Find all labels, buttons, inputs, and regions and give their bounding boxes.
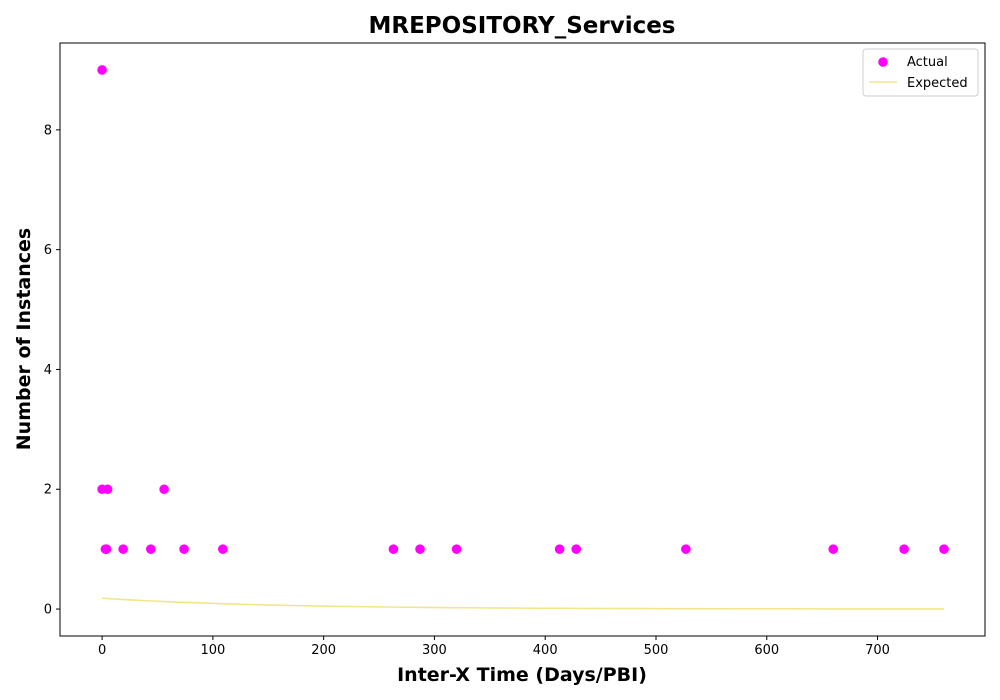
actual-point [179, 544, 189, 554]
x-tick-label: 300 [422, 643, 447, 658]
x-tick-label: 100 [200, 643, 225, 658]
actual-point [939, 544, 949, 554]
actual-point [159, 484, 169, 495]
x-tick-label: 0 [98, 643, 106, 658]
actual-point [828, 544, 839, 554]
actual-point [681, 544, 691, 554]
y-axis-label: Number of Instances [13, 228, 35, 450]
expected-line [102, 597, 945, 610]
x-tick-label: 500 [644, 643, 669, 658]
y-tick-label: 2 [44, 483, 52, 498]
actual-point [451, 544, 462, 554]
y-tick-label: 8 [44, 123, 52, 138]
legend-box [862, 48, 979, 97]
y-tick-label: 4 [44, 363, 52, 378]
legend-expected-label: Expected [907, 76, 968, 91]
x-tick-label: 600 [754, 643, 779, 658]
x-tick-label: 200 [311, 643, 336, 658]
actual-point [388, 544, 399, 554]
actual-point [102, 484, 113, 495]
y-tick-label: 0 [44, 603, 52, 618]
actual-point [899, 544, 909, 554]
plot-frame [59, 42, 986, 637]
actual-point [415, 544, 425, 554]
actual-point [218, 544, 228, 554]
legend-actual-marker [878, 57, 888, 67]
y-tick-label: 6 [44, 243, 52, 258]
actual-point [100, 544, 111, 554]
legend-actual-label: Actual [907, 55, 948, 70]
actual-point [97, 65, 107, 75]
actual-point [146, 544, 156, 554]
actual-point [118, 544, 128, 554]
x-tick-label: 700 [865, 643, 890, 658]
actual-point [571, 544, 582, 554]
x-tick-label: 400 [533, 643, 558, 658]
actual-point [554, 544, 565, 554]
x-axis-label: Inter-X Time (Days/PBI) [397, 664, 647, 686]
chart-title: MREPOSITORY_Services [369, 13, 676, 39]
